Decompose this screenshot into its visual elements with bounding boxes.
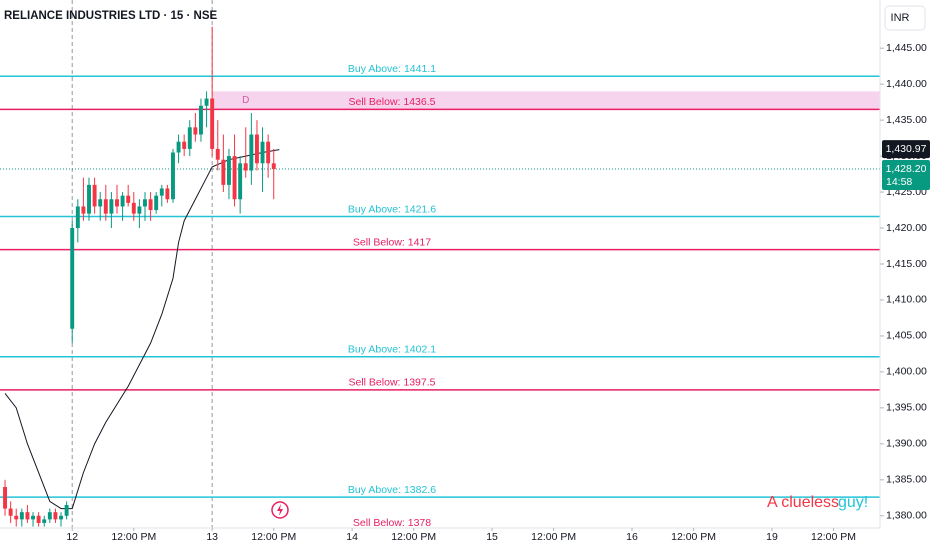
candle-body — [176, 141, 181, 153]
x-tick-label: 12 — [66, 531, 78, 543]
x-tick-label: 12:00 PM — [391, 531, 436, 543]
candle-body — [70, 228, 75, 329]
candle-body — [221, 159, 226, 185]
y-tick-label: 1,385.00 — [886, 474, 927, 486]
zone-label: D — [242, 95, 249, 106]
candle-body — [120, 195, 125, 207]
candle-body — [137, 206, 142, 214]
candle-body — [193, 127, 198, 135]
y-tick-label: 1,395.00 — [886, 402, 927, 414]
zone — [212, 91, 880, 110]
candle-body — [47, 512, 52, 520]
current-price-label: 1,428.20 — [886, 163, 927, 175]
candle-body — [210, 98, 215, 149]
y-tick-label: 1,390.00 — [886, 438, 927, 450]
candle-body — [187, 127, 192, 149]
watermark: guy! — [838, 494, 868, 511]
y-tick-label: 1,420.00 — [886, 222, 927, 234]
y-tick-label: 1,380.00 — [886, 510, 927, 522]
level-label: Buy Above: 1382.6 — [348, 484, 436, 496]
candle-body — [171, 152, 175, 200]
x-tick-label: 12:00 PM — [671, 531, 716, 543]
candle-body — [159, 188, 164, 196]
level-label: Buy Above: 1402.1 — [348, 344, 436, 356]
countdown: 14:58 — [886, 176, 912, 188]
y-tick-label: 1,440.00 — [886, 78, 927, 90]
level-label: Sell Below: 1417 — [353, 236, 431, 248]
x-tick-label: 12:00 PM — [251, 531, 296, 543]
candle-body — [238, 163, 243, 200]
y-tick-label: 1,435.00 — [886, 114, 927, 126]
candle-body — [226, 156, 231, 185]
candle-body — [115, 199, 119, 207]
x-tick-label: 19 — [766, 531, 778, 543]
level-label: Sell Below: 1378 — [353, 517, 431, 529]
candle-body — [199, 105, 203, 135]
chart-title: RELIANCE INDUSTRIES LTD · 15 · NSE — [4, 10, 218, 22]
candle-body — [53, 512, 58, 520]
candle-body — [87, 184, 91, 214]
candle-body — [59, 515, 63, 520]
x-tick-label: 12:00 PM — [531, 531, 576, 543]
candle-body — [249, 134, 254, 171]
y-tick-label: 1,400.00 — [886, 366, 927, 378]
x-tick-label: 14 — [346, 531, 358, 543]
candle-body — [266, 141, 271, 164]
candle-body — [204, 98, 209, 106]
y-tick-label: 1,445.00 — [886, 42, 927, 54]
candle-body — [36, 515, 41, 523]
candle-body — [154, 195, 159, 211]
candle-body — [271, 163, 276, 170]
candle-body — [165, 188, 170, 200]
last-value-box — [882, 140, 930, 159]
candle-body — [103, 199, 108, 214]
alert-icon[interactable] — [271, 501, 289, 519]
candle-body — [143, 199, 147, 207]
candle-body — [232, 156, 237, 200]
level-label: Sell Below: 1436.5 — [349, 96, 436, 108]
candle-body — [148, 199, 153, 211]
candle-body — [8, 508, 13, 516]
x-tick-label: 16 — [626, 531, 638, 543]
currency[interactable]: INR — [891, 12, 910, 24]
candle-body — [98, 199, 103, 207]
x-tick-label: 12:00 PM — [811, 531, 856, 543]
candle-body — [3, 486, 7, 509]
last-value-label: 1,430.97 — [886, 143, 927, 155]
candle-body — [182, 141, 187, 149]
candle-body — [92, 184, 97, 207]
x-tick-label: 12:00 PM — [111, 531, 156, 543]
candle-body — [260, 141, 265, 164]
level-label: Buy Above: 1441.1 — [348, 63, 436, 75]
candle-body — [126, 195, 131, 203]
plot: D Buy Above: 1441.1 Sell Below: 1436.5 Buy … — [0, 0, 880, 529]
candle-body — [243, 163, 248, 171]
candle-body — [31, 515, 35, 520]
candle-body — [19, 512, 24, 520]
candle-body — [81, 206, 86, 214]
candle-body — [42, 519, 47, 523]
current-price-box — [882, 160, 930, 191]
level-label: Sell Below: 1397.5 — [349, 377, 436, 389]
y-tick-label: 1,405.00 — [886, 330, 927, 342]
y-tick-label: 1,410.00 — [886, 294, 927, 306]
candle-body — [75, 206, 80, 229]
y-tick-label: 1,415.00 — [886, 258, 927, 270]
candle-body — [64, 504, 69, 516]
candle-body — [131, 202, 136, 214]
x-tick-label: 13 — [206, 531, 218, 543]
candle-body — [109, 199, 114, 214]
candle-body — [215, 148, 220, 160]
currency-button[interactable] — [884, 5, 926, 31]
candle-body — [25, 512, 30, 520]
candle-body — [254, 134, 259, 164]
level-label: Buy Above: 1421.6 — [348, 203, 436, 215]
x-tick-label: 15 — [486, 531, 498, 543]
candle-body — [14, 515, 19, 520]
watermark: A clueless — [767, 494, 839, 511]
indicator-line — [4, 149, 280, 510]
